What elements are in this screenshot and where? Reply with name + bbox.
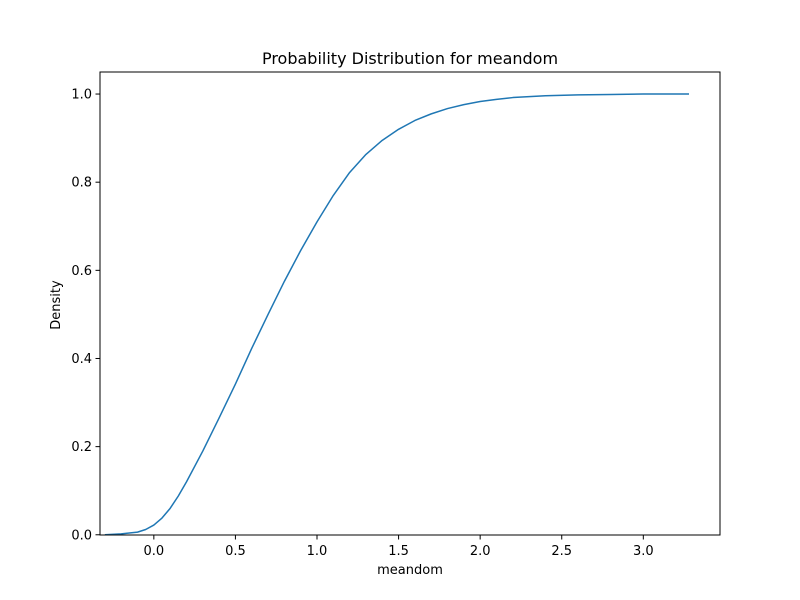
y-tick-label: 0.4 — [71, 352, 92, 367]
x-tick-label: 0.0 — [143, 544, 164, 559]
chart-title: Probability Distribution for meandom — [262, 49, 558, 68]
x-tick-label: 1.5 — [388, 544, 409, 559]
y-tick-label: 1.0 — [71, 88, 92, 103]
x-tick-label: 3.0 — [633, 544, 654, 559]
y-axis-label: Density — [49, 280, 64, 330]
y-tick-label: 0.0 — [71, 528, 92, 543]
y-tick-label: 0.8 — [71, 176, 92, 191]
x-axis-label: meandom — [377, 563, 443, 578]
x-tick-label: 2.0 — [470, 544, 491, 559]
x-tick-label: 2.5 — [551, 544, 572, 559]
series-line-0 — [104, 93, 689, 536]
y-tick-label: 0.6 — [71, 264, 92, 279]
x-tick-label: 0.5 — [225, 544, 246, 559]
y-axis: 0.0 0.2 0.4 0.6 0.8 1.0 — [71, 88, 100, 543]
x-tick-label: 1.0 — [307, 544, 328, 559]
y-tick-label: 0.2 — [71, 440, 92, 455]
plot-area — [99, 71, 721, 536]
x-axis: 0.0 0.5 1.0 1.5 2.0 2.5 3.0 — [143, 535, 654, 559]
axes-frame — [99, 71, 721, 536]
